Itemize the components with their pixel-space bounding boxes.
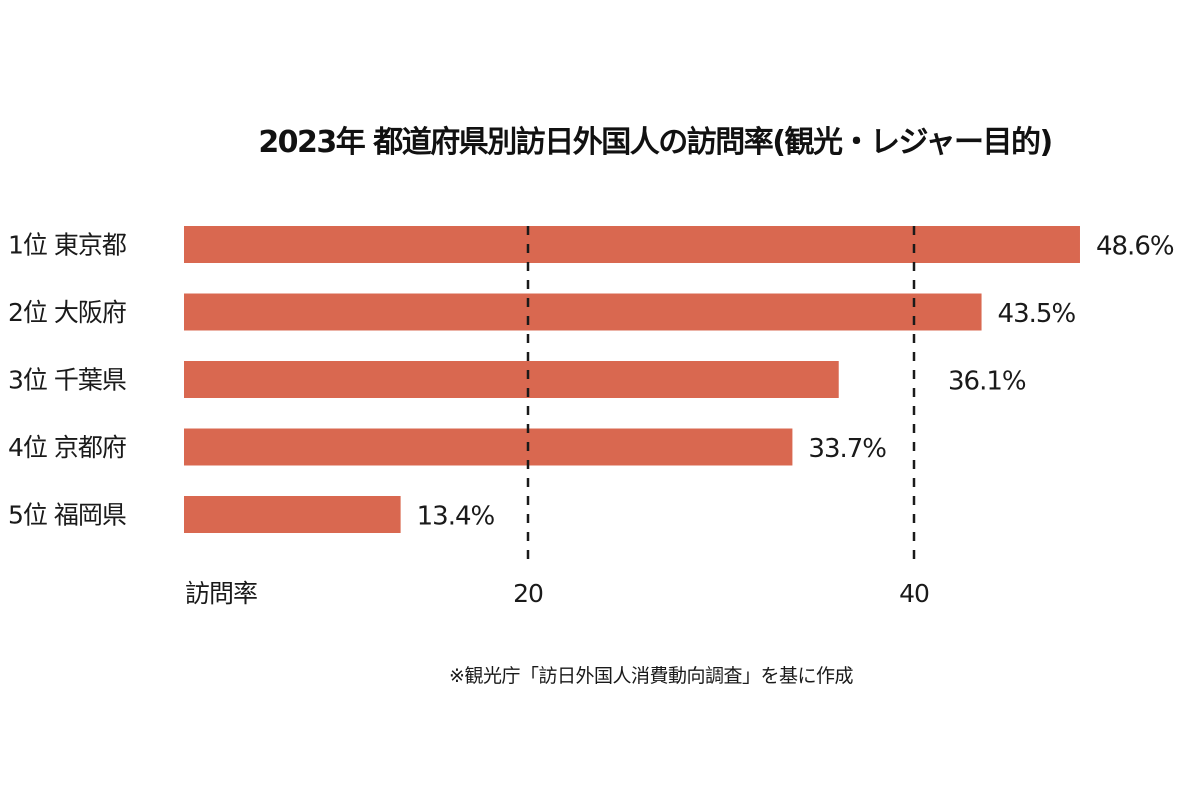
value-label: 33.7% <box>808 434 886 464</box>
bar <box>184 496 401 533</box>
value-label: 43.5% <box>998 299 1076 329</box>
category-label: 3位 千葉県 <box>8 366 126 395</box>
labels-layer: 1位 東京都 48.6% 2位 大阪府 43.5% 3位 千葉県 36.1% 4位 京都府 3… <box>8 231 1175 609</box>
value-label: 13.4% <box>417 502 495 532</box>
x-tick-label: 40 <box>899 579 929 608</box>
value-label: 36.1% <box>948 367 1026 397</box>
category-label: 5位 福岡県 <box>8 501 126 530</box>
bar <box>184 428 793 466</box>
bar <box>184 226 1080 263</box>
bar <box>184 361 839 398</box>
category-label: 1位 東京都 <box>8 231 127 260</box>
source-note: ※観光庁「訪日外国人消費動向調査」を基に作成 <box>449 665 853 687</box>
chart-title: 2023年 都道府県別訪日外国人の訪問率(観光・レジャー目的) <box>258 125 1051 160</box>
x-axis-label: 訪問率 <box>185 579 257 608</box>
bars-layer <box>184 226 1080 533</box>
x-tick-label: 20 <box>513 579 543 608</box>
category-label: 2位 大阪府 <box>8 298 126 327</box>
bar <box>184 293 982 331</box>
value-label: 48.6% <box>1096 232 1174 262</box>
category-label: 4位 京都府 <box>8 433 126 462</box>
gridlines-layer <box>526 226 916 560</box>
